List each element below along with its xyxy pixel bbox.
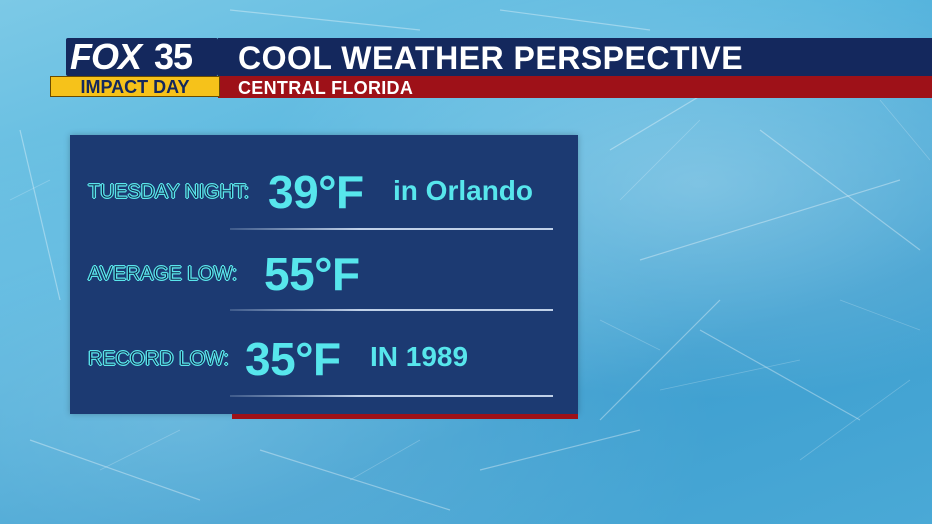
- row-label-tuesday: TUESDAY NIGHT:: [88, 181, 250, 204]
- row-extra-record: IN 1989: [370, 341, 469, 372]
- page-subtitle: CENTRAL FLORIDA: [238, 78, 414, 98]
- title-bar: [218, 38, 932, 76]
- panel-accent-bar: [232, 414, 578, 419]
- subtitle-bar: [218, 76, 932, 98]
- row-value-record: 35°F: [245, 333, 341, 385]
- row-value-tuesday: 39°F: [268, 166, 364, 218]
- impact-day-badge: IMPACT DAY: [50, 76, 220, 97]
- row-divider: [230, 228, 553, 230]
- row-value-average: 55°F: [264, 248, 360, 300]
- row-divider: [230, 309, 553, 311]
- row-extra-tuesday: in Orlando: [393, 175, 533, 206]
- logo-channel: 35: [154, 36, 193, 77]
- impact-day-label: IMPACT DAY: [80, 77, 190, 97]
- logo-brand: FOX: [70, 36, 142, 77]
- fox35-logo: FOX 35: [66, 38, 218, 76]
- page-title: COOL WEATHER PERSPECTIVE: [238, 40, 744, 76]
- row-label-average: AVERAGE LOW:: [88, 263, 238, 286]
- header: COOL WEATHER PERSPECTIVE CENTRAL FLORIDA: [0, 38, 932, 98]
- weather-panel: [70, 135, 578, 414]
- row-divider: [230, 395, 553, 397]
- row-label-record: RECORD LOW:: [88, 348, 230, 371]
